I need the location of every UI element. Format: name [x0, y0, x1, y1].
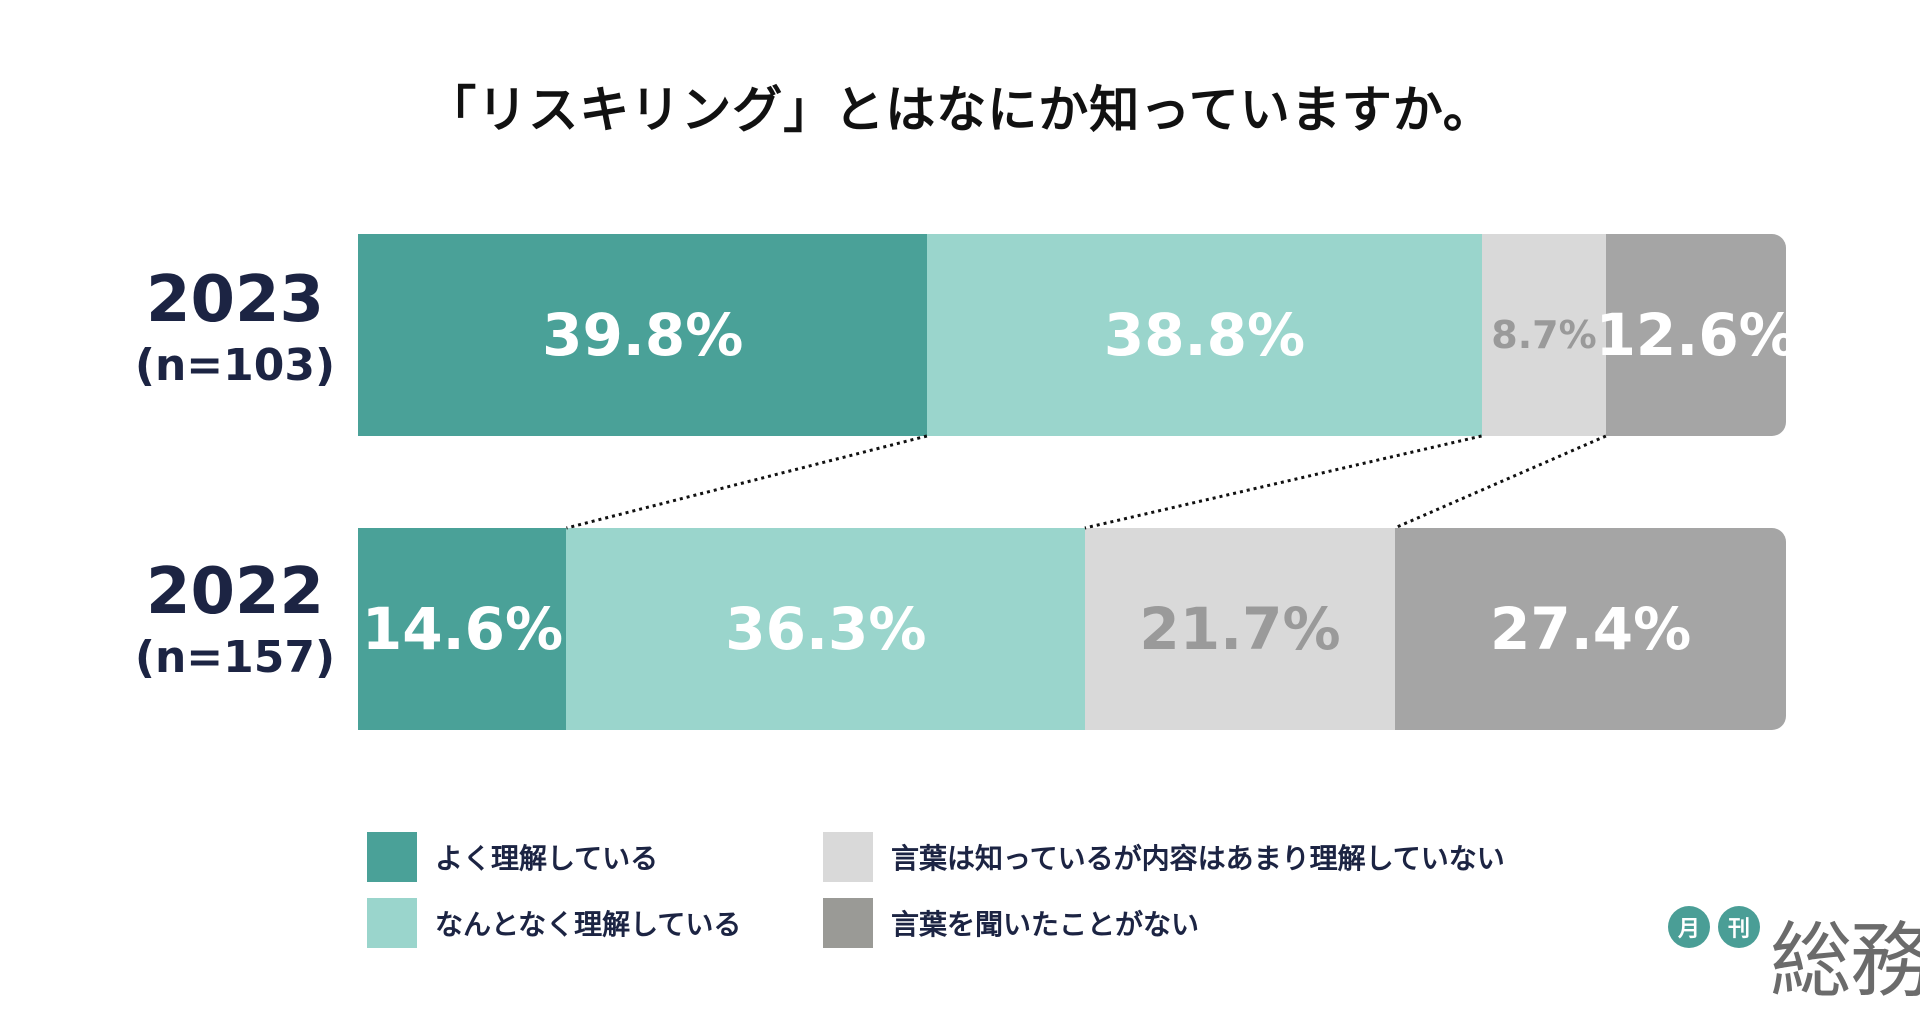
connector-line-2 — [1394, 434, 1607, 530]
data-label-2022-0: 14.6% — [361, 595, 564, 663]
bar-segment-2023-1: 38.8% — [926, 234, 1483, 436]
logo-circle-1: 月 — [1668, 906, 1710, 948]
data-label-2023-3: 12.6% — [1595, 301, 1786, 369]
chart-title: 「リスキリング」とはなにか知っていますか。 — [426, 81, 1494, 139]
stacked-bar-2022: 14.6% 36.3% 21.7% 27.4% — [358, 528, 1786, 730]
bar-segment-2023-0: 39.8% — [358, 234, 928, 436]
logo-wordmark: 総務 — [1770, 914, 1920, 1009]
legend-swatch-3 — [823, 898, 873, 948]
year-2023: 2023 — [145, 263, 325, 337]
year-2022: 2022 — [145, 555, 325, 629]
legend-label-0: よく理解している — [435, 842, 659, 875]
data-label-2023-2: 8.7% — [1491, 313, 1597, 357]
connector-line-0 — [566, 434, 928, 530]
bar-segment-2022-0: 14.6% — [358, 528, 567, 730]
bar-segment-2022-3: 27.4% — [1394, 528, 1786, 730]
logo-circle-2: 刊 — [1718, 906, 1760, 948]
gekkan-soumu-logo: 月 刊 総務 — [1660, 892, 1920, 1009]
legend-swatch-2 — [823, 832, 873, 882]
sample-size-2023: (n=103) — [134, 340, 336, 391]
legend-label-3: 言葉を聞いたことがない — [891, 908, 1200, 941]
bar-segment-2023-2: 8.7% — [1481, 234, 1607, 436]
legend-item-1: なんとなく理解している — [367, 898, 741, 948]
year-label-2023: 2023 (n=103) — [120, 262, 350, 394]
data-label-2022-3: 27.4% — [1489, 595, 1692, 663]
legend-swatch-1 — [367, 898, 417, 948]
stacked-bar-2023: 39.8% 38.8% 8.7% 12.6% — [358, 234, 1786, 436]
data-label-2023-1: 38.8% — [1103, 301, 1306, 369]
legend-swatch-0 — [367, 832, 417, 882]
legend-item-2: 言葉は知っているが内容はあまり理解していない — [823, 832, 1505, 882]
data-label-2023-0: 39.8% — [542, 301, 744, 369]
legend-item-0: よく理解している — [367, 832, 658, 882]
bar-segment-2022-2: 21.7% — [1084, 528, 1396, 730]
data-label-2022-1: 36.3% — [725, 595, 927, 663]
connector-line-1 — [1084, 434, 1482, 530]
year-label-2022: 2022 (n=157) — [120, 554, 350, 686]
legend-label-1: なんとなく理解している — [435, 908, 742, 941]
sample-size-2022: (n=157) — [134, 632, 336, 683]
bar-segment-2022-1: 36.3% — [566, 528, 1086, 730]
legend-item-3: 言葉を聞いたことがない — [823, 898, 1199, 948]
bar-segment-2023-3: 12.6% — [1596, 234, 1786, 436]
data-label-2022-2: 21.7% — [1139, 595, 1341, 663]
legend-label-2: 言葉は知っているが内容はあまり理解していない — [891, 842, 1505, 875]
